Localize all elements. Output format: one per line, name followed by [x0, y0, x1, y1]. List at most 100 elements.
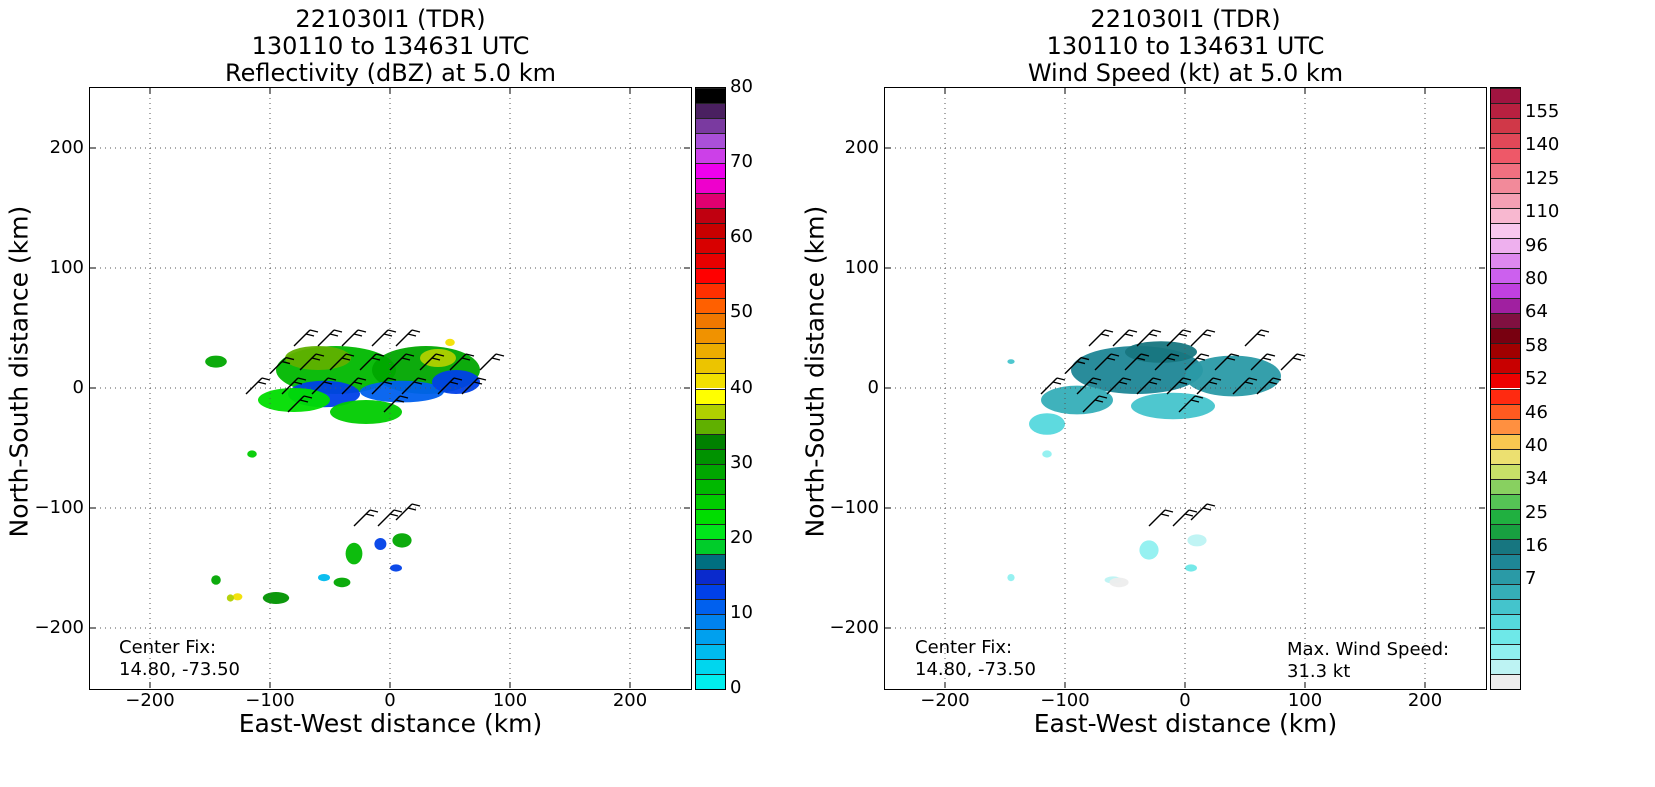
echo-region	[333, 577, 351, 588]
wind-barb	[1184, 353, 1210, 371]
colorbar-tick-label: 96	[1525, 234, 1548, 256]
colorbar-tick-label: 10	[730, 601, 753, 623]
x-tick-label: 200	[612, 690, 648, 711]
wind-barb	[1172, 509, 1198, 527]
wind-barb	[1148, 509, 1174, 527]
y-tick-label: 100	[844, 257, 879, 278]
colorbar-segment	[1491, 508, 1520, 524]
x-tick-label: −100	[1040, 690, 1090, 711]
colorbar-segment	[1491, 133, 1520, 149]
echo-region	[1125, 341, 1197, 363]
colorbar-segment	[1491, 613, 1520, 629]
wind-barb	[1136, 329, 1162, 347]
echo-region	[1042, 450, 1052, 458]
echo-region	[258, 388, 330, 412]
colorbar-tick-label: 110	[1525, 201, 1560, 223]
center-fix-annotation: Center Fix: 14.80, -73.50	[915, 637, 1036, 680]
wind-barb	[341, 329, 367, 347]
colorbar-tick-label: 40	[730, 376, 753, 398]
x-tick-label: 0	[1179, 690, 1191, 711]
x-axis-title: East-West distance (km)	[1033, 709, 1338, 738]
colorbar-tick-label: 0	[730, 677, 742, 698]
colorbar-tick-label: 80	[730, 76, 753, 97]
colorbar-tick-label: 80	[1525, 267, 1548, 289]
colorbar-segment	[1491, 148, 1520, 164]
colorbar-segment	[1491, 208, 1520, 224]
y-axis-title: North-South distance (km)	[800, 205, 830, 538]
colorbar-segment	[696, 598, 725, 614]
x-tick-label: 200	[1407, 690, 1443, 711]
colorbar-segment	[1491, 433, 1520, 449]
colorbar-segment	[1491, 223, 1520, 239]
colorbar-segment	[696, 223, 725, 239]
colorbar-segment	[696, 268, 725, 284]
wind-barb	[341, 377, 367, 395]
echo-region	[247, 450, 257, 458]
y-tick-label: 0	[72, 377, 84, 398]
echo-region	[1109, 577, 1129, 588]
colorbar-tick-label: 60	[730, 226, 753, 248]
wind-barb	[1082, 395, 1108, 413]
colorbar-segment	[696, 508, 725, 524]
echo-region	[285, 346, 351, 370]
reflectivity-plot-area	[89, 87, 692, 690]
wind-speed-plot-area	[884, 87, 1487, 690]
wind-barb	[1178, 395, 1204, 413]
colorbar-segment	[1491, 628, 1520, 644]
title-line-storm-id: 221030I1 (TDR)	[1090, 5, 1281, 33]
wind-barb	[377, 509, 403, 527]
colorbar-segment	[1491, 523, 1520, 539]
wind-barb	[389, 353, 415, 371]
colorbar-segment	[1491, 388, 1520, 404]
colorbar-tick-label: 58	[1525, 334, 1548, 356]
echo-region	[205, 355, 227, 368]
echo-region	[432, 370, 480, 394]
colorbar-tick-label: 30	[730, 451, 753, 473]
y-tick-label: 100	[49, 257, 84, 278]
echo-region	[1187, 534, 1207, 547]
x-tick-label: −200	[125, 690, 175, 711]
colorbar-segment	[696, 463, 725, 479]
colorbar-segment	[696, 583, 725, 599]
wind-barb	[1232, 377, 1258, 395]
colorbar-tick-label: 7	[1525, 568, 1537, 590]
colorbar-segment	[1491, 673, 1520, 689]
colorbar-segment	[696, 628, 725, 644]
colorbar-segment	[1491, 658, 1520, 674]
colorbar-segment	[1491, 568, 1520, 584]
colorbar-segment	[696, 148, 725, 164]
wind-barb	[281, 377, 307, 395]
colorbar-segment	[1491, 163, 1520, 179]
echo-region	[374, 538, 387, 550]
colorbar-segment	[1491, 598, 1520, 614]
echo-region	[330, 400, 402, 424]
wind-barb	[371, 329, 397, 347]
echo-region	[345, 542, 363, 565]
colorbar-segment	[696, 208, 725, 224]
colorbar-segment	[1491, 538, 1520, 554]
colorbar-segment	[696, 328, 725, 344]
colorbar-segment	[1491, 253, 1520, 269]
y-tick-label: −100	[34, 497, 84, 518]
echo-region	[1007, 574, 1015, 582]
wind-barb	[1088, 329, 1114, 347]
wind-barb	[269, 356, 295, 375]
colorbar-segment	[696, 343, 725, 359]
colorbar-segment	[1491, 553, 1520, 569]
y-tick-label: 0	[867, 377, 879, 398]
wind-barb	[287, 395, 313, 413]
wind-barb	[1190, 503, 1216, 521]
wind-barb	[311, 377, 337, 395]
colorbar-segment	[1491, 493, 1520, 509]
x-tick-label: −200	[920, 690, 970, 711]
colorbar-tick-label: 140	[1525, 134, 1560, 156]
y-tick-label: −100	[829, 497, 879, 518]
wind-barb	[1214, 353, 1240, 371]
wind-barb	[1064, 356, 1090, 375]
colorbar-tick-label: 25	[1525, 501, 1548, 523]
colorbar-segment	[696, 133, 725, 149]
echo-region	[1139, 540, 1159, 560]
colorbar-segment	[696, 538, 725, 554]
colorbar-segment	[696, 373, 725, 389]
colorbar-segment	[696, 103, 725, 119]
